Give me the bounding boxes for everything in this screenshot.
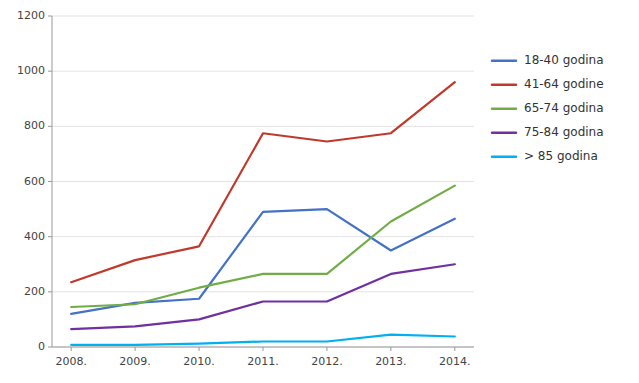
- grid-line: [52, 71, 474, 72]
- y-tick: [48, 236, 52, 237]
- series-line: [71, 186, 455, 307]
- series-line: [71, 335, 455, 345]
- x-tick-label: 2008.: [55, 355, 87, 368]
- legend-swatch: [492, 131, 516, 134]
- axes: 0 200 400 600 800 1000 1200 2008. 2009. 2010. 2011…: [17, 9, 474, 368]
- x-tick-label: 2011.: [247, 355, 279, 368]
- y-tick-label: 600: [24, 175, 45, 188]
- x-tick: [263, 347, 264, 351]
- legend: 18-40 godina 41-64 godine 65-74 godina 75-8…: [492, 53, 604, 163]
- legend-swatch: [492, 155, 516, 158]
- y-tick: [48, 181, 52, 182]
- series-line: [71, 264, 455, 329]
- y-tick: [48, 71, 52, 72]
- y-tick-label: 200: [24, 285, 45, 298]
- x-tick: [199, 347, 200, 351]
- legend-label: 41-64 godine: [524, 77, 604, 91]
- chart-svg: 0 200 400 600 800 1000 1200 2008. 2009. 2010. 2011…: [0, 0, 639, 383]
- series-line: [71, 82, 455, 282]
- legend-swatch: [492, 59, 516, 62]
- grid-line: [52, 347, 474, 348]
- x-tick-label: 2012.: [311, 355, 343, 368]
- x-tick-label: 2009.: [119, 355, 151, 368]
- y-tick: [48, 291, 52, 292]
- y-tick-label: 800: [24, 119, 45, 132]
- legend-label: 18-40 godina: [524, 53, 604, 67]
- legend-swatch: [492, 83, 516, 86]
- grid-line: [52, 16, 474, 17]
- grid-line: [52, 181, 474, 182]
- x-tick-label: 2013.: [375, 355, 407, 368]
- grid: [52, 16, 474, 347]
- y-tick-label: 0: [38, 340, 45, 353]
- grid-line: [52, 126, 474, 127]
- x-tick-label: 2010.: [183, 355, 215, 368]
- x-tick-label: 2014.: [439, 355, 471, 368]
- y-tick: [48, 347, 52, 348]
- legend-swatch: [492, 107, 516, 110]
- y-tick-label: 400: [24, 230, 45, 243]
- y-tick: [48, 16, 52, 17]
- grid-line: [52, 291, 474, 292]
- x-tick: [390, 347, 391, 351]
- legend-label: 65-74 godina: [524, 101, 604, 115]
- y-axis-line: [52, 16, 53, 347]
- x-axis-line: [52, 347, 474, 348]
- series-lines: [71, 82, 455, 345]
- chart-container: 0 200 400 600 800 1000 1200 2008. 2009. 2010. 2011…: [0, 0, 639, 383]
- y-tick-label: 1000: [17, 64, 45, 77]
- y-tick: [48, 126, 52, 127]
- grid-line: [52, 236, 474, 237]
- x-tick: [71, 347, 72, 351]
- legend-label: > 85 godina: [524, 149, 598, 163]
- x-tick: [135, 347, 136, 351]
- x-tick: [326, 347, 327, 351]
- y-tick-label: 1200: [17, 9, 45, 22]
- legend-label: 75-84 godina: [524, 125, 604, 139]
- x-tick: [454, 347, 455, 351]
